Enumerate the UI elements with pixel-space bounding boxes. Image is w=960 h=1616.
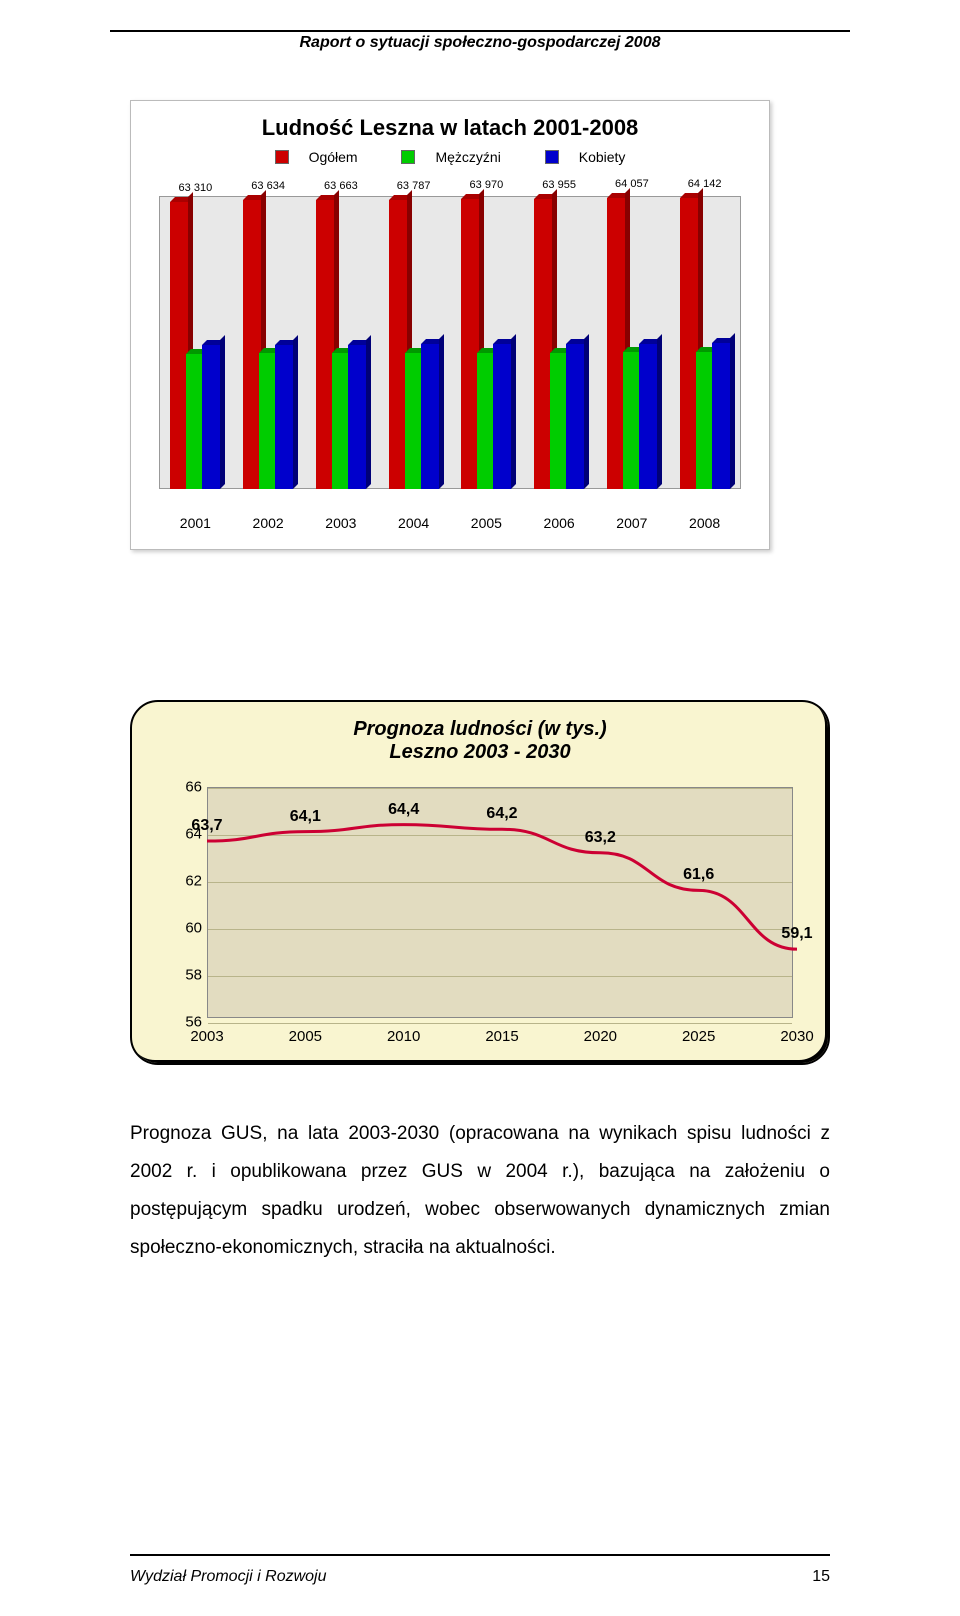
legend-swatch-k [545, 150, 559, 164]
x-tick-label: 2003 [190, 1028, 223, 1045]
x-tick-label: 2015 [485, 1028, 518, 1045]
bar-group-2003: .t2o::before{background:#aa0000}.t2o::af… [316, 196, 366, 489]
bar-chart-panel: Ludność Leszna w latach 2001-2008 Ogółem… [130, 100, 770, 550]
x-tick-label: 2005 [289, 1028, 322, 1045]
bar-group-2008: .t7o::before{background:#aa0000}.t7o::af… [680, 196, 730, 489]
y-tick-label: 58 [172, 967, 202, 984]
legend-item-ogolem: Ogółem [265, 149, 368, 165]
bar-xlabel: 2007 [616, 515, 647, 531]
footer-left: Wydział Promocji i Rozwoju [130, 1568, 327, 1586]
bar-female-2001: .t0k::before{background:#000099}.t0k::af… [202, 345, 220, 489]
line-data-label: 63,7 [191, 817, 222, 835]
body-paragraph: Prognoza GUS, na lata 2003-2030 (opracow… [130, 1115, 830, 1267]
bar-value-label: 63 634 [238, 180, 298, 192]
x-tick-label: 2010 [387, 1028, 420, 1045]
footer-page-number: 15 [812, 1568, 830, 1586]
x-tick-label: 2030 [780, 1028, 813, 1045]
x-tick-label: 2025 [682, 1028, 715, 1045]
bar-chart-legend: Ogółem Mężczyźni Kobiety [131, 149, 769, 175]
line-data-label: 64,1 [290, 808, 321, 826]
bar-chart-xaxis: 2001 2002 2003 2004 2005 2006 2007 2008 [159, 515, 741, 531]
line-chart-panel: Prognoza ludności (w tys.) Leszno 2003 -… [130, 700, 830, 1065]
x-tick-label: 2020 [584, 1028, 617, 1045]
bar-chart-title: Ludność Leszna w latach 2001-2008 [131, 101, 769, 149]
bar-xlabel: 2006 [544, 515, 575, 531]
legend-swatch-ogolem [275, 150, 289, 164]
line-series [207, 825, 797, 950]
bar-xlabel: 2003 [325, 515, 356, 531]
bar-group-2005: .t4o::before{background:#aa0000}.t4o::af… [461, 196, 511, 489]
bar-value-label: 63 970 [456, 179, 516, 191]
bar-female-2006: .t5k::before{background:#000099}.t5k::af… [566, 344, 584, 489]
bar-value-label: 64 057 [602, 178, 662, 190]
bar-xlabel: 2002 [253, 515, 284, 531]
gridline [208, 1023, 792, 1024]
bar-value-label: 64 142 [675, 178, 735, 190]
bar-group-2001: .t0o::before{background:#aa0000}.t0o::af… [170, 196, 220, 489]
bar-female-2002: .t1k::before{background:#000099}.t1k::af… [275, 345, 293, 489]
bar-xlabel: 2005 [471, 515, 502, 531]
header-rule [110, 30, 850, 32]
bar-xlabel: 2004 [398, 515, 429, 531]
bar-xlabel: 2001 [180, 515, 211, 531]
y-tick-label: 66 [172, 779, 202, 796]
footer-rule [130, 1554, 830, 1556]
bar-group-2006: .t5o::before{background:#aa0000}.t5o::af… [534, 196, 584, 489]
bar-female-2004: .t3k::before{background:#000099}.t3k::af… [421, 344, 439, 489]
line-chart-title: Prognoza ludności (w tys.) Leszno 2003 -… [132, 702, 828, 764]
line-data-label: 59,1 [781, 925, 812, 943]
bar-group-2002: .t1o::before{background:#aa0000}.t1o::af… [243, 196, 293, 489]
bar-value-label: 63 787 [384, 180, 444, 192]
line-data-label: 64,4 [388, 801, 419, 819]
line-chart-title-l2: Leszno 2003 - 2030 [389, 741, 570, 763]
bar-female-2005: .t4k::before{background:#000099}.t4k::af… [493, 344, 511, 489]
bar-value-label: 63 955 [529, 179, 589, 191]
bar-chart-groups: .t0o::before{background:#aa0000}.t0o::af… [159, 196, 741, 489]
bar-female-2003: .t2k::before{background:#000099}.t2k::af… [348, 345, 366, 489]
legend-item-m: Mężczyźni [391, 149, 510, 165]
line-data-label: 61,6 [683, 866, 714, 884]
bar-group-2007: .t6o::before{background:#aa0000}.t6o::af… [607, 196, 657, 489]
page-header: Raport o sytuacji społeczno-gospodarczej… [0, 34, 960, 52]
legend-label-k: Kobiety [579, 149, 626, 165]
bar-value-label: 63 663 [311, 180, 371, 192]
bar-female-2008: .t7k::before{background:#000099}.t7k::af… [712, 343, 730, 489]
bar-female-2007: .t6k::before{background:#000099}.t6k::af… [639, 344, 657, 489]
legend-label-m: Mężczyźni [435, 149, 500, 165]
bar-value-label: 63 310 [165, 182, 225, 194]
y-tick-label: 62 [172, 873, 202, 890]
legend-swatch-m [401, 150, 415, 164]
legend-label-ogolem: Ogółem [309, 149, 358, 165]
bar-group-2004: .t3o::before{background:#aa0000}.t3o::af… [389, 196, 439, 489]
line-data-label: 64,2 [486, 805, 517, 823]
legend-item-k: Kobiety [535, 149, 636, 165]
line-chart-title-l1: Prognoza ludności (w tys.) [353, 718, 606, 740]
bar-xlabel: 2008 [689, 515, 720, 531]
line-data-label: 63,2 [585, 829, 616, 847]
y-tick-label: 60 [172, 920, 202, 937]
